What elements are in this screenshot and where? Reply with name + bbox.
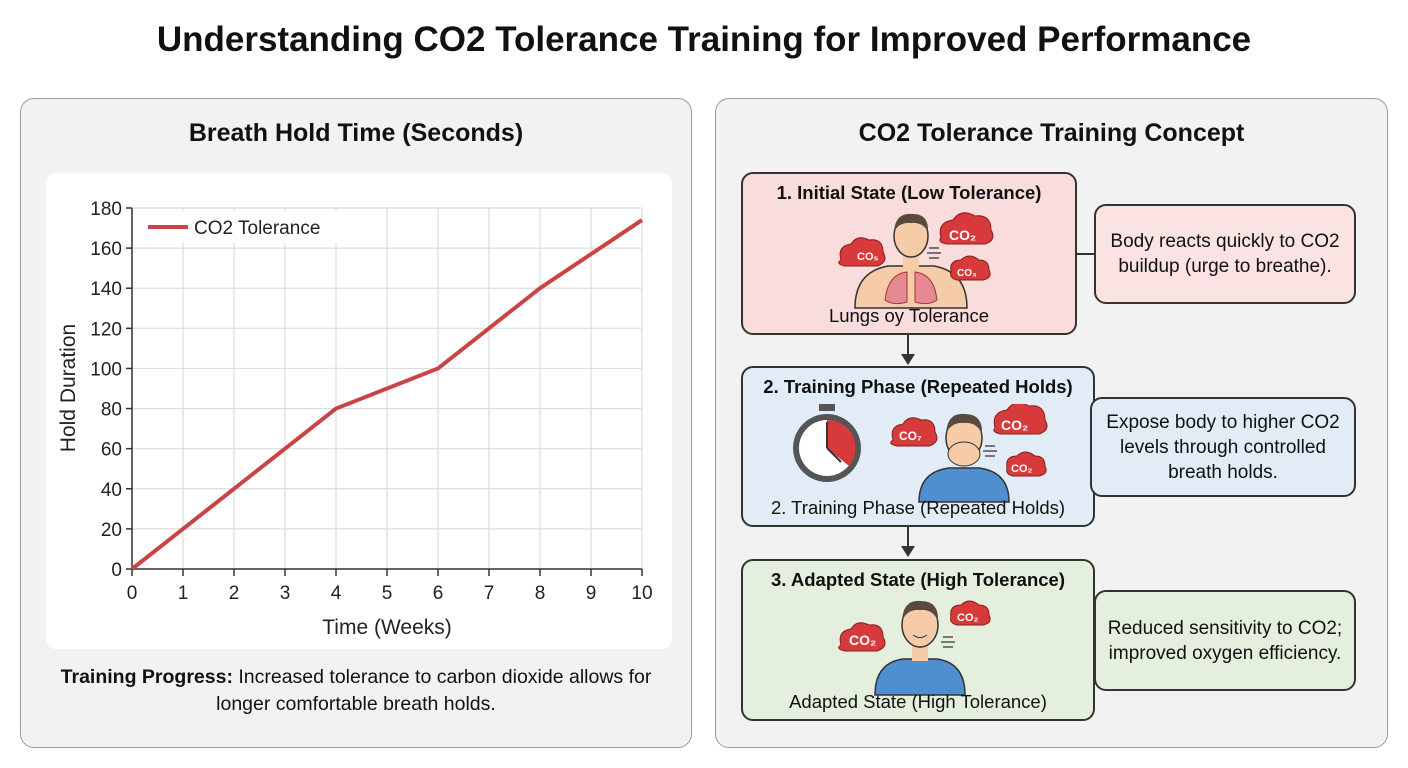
grid	[131, 207, 643, 570]
svg-text:CO₂: CO₂	[1011, 463, 1033, 475]
x-axis-label: Time (Weeks)	[322, 616, 452, 639]
x-tick-label: 5	[382, 583, 393, 604]
cloud-icon: CO₃	[950, 255, 991, 281]
page-title: Understanding CO2 Tolerance Training for…	[156, 20, 1252, 59]
stage-subtitle: Lungs oy Tolerance	[828, 305, 990, 326]
chart-caption: Training Progress: Increased tolerance t…	[40, 664, 672, 718]
y-tick-label: 100	[90, 359, 122, 380]
svg-text:CO₂: CO₂	[957, 612, 979, 624]
x-tick-label: 10	[631, 583, 652, 604]
cloud-icon: CO₂	[950, 600, 991, 626]
y-tick-label: 40	[101, 480, 122, 501]
x-tick-label: 4	[331, 583, 342, 604]
concept-panel-title: CO2 Tolerance Training Concept	[858, 119, 1245, 147]
x-tick-label: 1	[178, 583, 189, 604]
y-axis-label: Hold Duration	[57, 324, 80, 452]
stage-title: 2. Training Phase (Repeated Holds)	[763, 376, 1073, 397]
svg-text:CO₂: CO₂	[949, 227, 976, 243]
chart-card: 0 1 2 3 4 5 6 7 8 9 10 0 20 40 60 80 100 120 140 160 180 CO2…	[46, 173, 672, 649]
legend-label: CO2 Tolerance	[194, 218, 320, 239]
stage-description: Body reacts quickly to CO2 buildup (urge…	[1094, 204, 1356, 304]
stage-training-phase: 2. Training Phase (Repeated Holds) CO₇ C…	[741, 366, 1095, 527]
svg-text:CO₂: CO₂	[849, 632, 876, 648]
x-tick-label: 6	[433, 583, 444, 604]
axes	[126, 207, 643, 576]
calm-person-illustration: CO₂ CO₂	[838, 600, 991, 696]
caption-text: Increased tolerance to carbon dioxide al…	[216, 666, 652, 715]
stage-title: 1. Initial State (Low Tolerance)	[776, 182, 1042, 203]
stopwatch-person-illustration: CO₇ CO₂ CO₂	[793, 404, 1048, 503]
cloud-icon: CO₅	[838, 237, 886, 267]
cloud-icon: CO₂	[1006, 451, 1047, 477]
breath-icon	[927, 247, 941, 259]
x-tick-label: 2	[229, 583, 240, 604]
x-tick-label: 7	[484, 583, 495, 604]
stage-subtitle: 2. Training Phase (Repeated Holds)	[770, 497, 1066, 518]
stage-adapted-state: 3. Adapted State (High Tolerance) CO₂ CO…	[741, 559, 1095, 721]
stage-subtitle: Adapted State (High Tolerance)	[789, 691, 1047, 712]
stopwatch-icon	[793, 404, 861, 482]
stage-description: Reduced sensitivity to CO2; improved oxy…	[1094, 590, 1356, 691]
arrow-down-icon	[901, 354, 915, 365]
x-tick-label: 3	[280, 583, 291, 604]
y-tick-label: 160	[90, 239, 122, 260]
x-tick-label: 9	[586, 583, 597, 604]
breath-icon	[983, 445, 997, 457]
y-tick-label: 20	[101, 520, 122, 541]
connector-line	[1077, 253, 1094, 255]
y-tick-label: 140	[90, 279, 122, 300]
x-tick-label: 0	[127, 583, 138, 604]
svg-text:CO₃: CO₃	[957, 268, 977, 279]
y-tick-label: 80	[101, 400, 122, 421]
cloud-icon: CO₂	[939, 212, 994, 245]
x-tick-label: 8	[535, 583, 546, 604]
stage-title: 3. Adapted State (High Tolerance)	[771, 569, 1065, 590]
y-tick-label: 120	[90, 319, 122, 340]
cloud-icon: CO₇	[890, 417, 938, 447]
cloud-icon: CO₂	[993, 404, 1048, 435]
chart-panel-title: Breath Hold Time (Seconds)	[188, 119, 524, 147]
flow-arrow	[907, 527, 909, 547]
data-points	[131, 219, 643, 570]
svg-text:CO₂: CO₂	[1001, 417, 1028, 433]
svg-text:CO₅: CO₅	[857, 251, 879, 263]
legend: CO2 Tolerance	[140, 211, 340, 243]
stage-description: Expose body to higher CO2 levels through…	[1090, 397, 1356, 497]
lungs-person-illustration: CO₅ CO₂ CO₃	[838, 212, 994, 309]
y-tick-label: 60	[101, 440, 122, 461]
breath-icon	[941, 636, 955, 648]
y-tick-label: 180	[90, 199, 122, 220]
svg-text:CO₇: CO₇	[899, 429, 922, 443]
flow-arrow	[907, 335, 909, 355]
stage-initial-state: 1. Initial State (Low Tolerance) CO₅ CO₂…	[741, 172, 1077, 335]
cloud-icon: CO₂	[838, 622, 886, 652]
arrow-down-icon	[901, 546, 915, 557]
y-tick-label: 0	[111, 560, 122, 581]
caption-bold: Training Progress:	[60, 666, 233, 688]
